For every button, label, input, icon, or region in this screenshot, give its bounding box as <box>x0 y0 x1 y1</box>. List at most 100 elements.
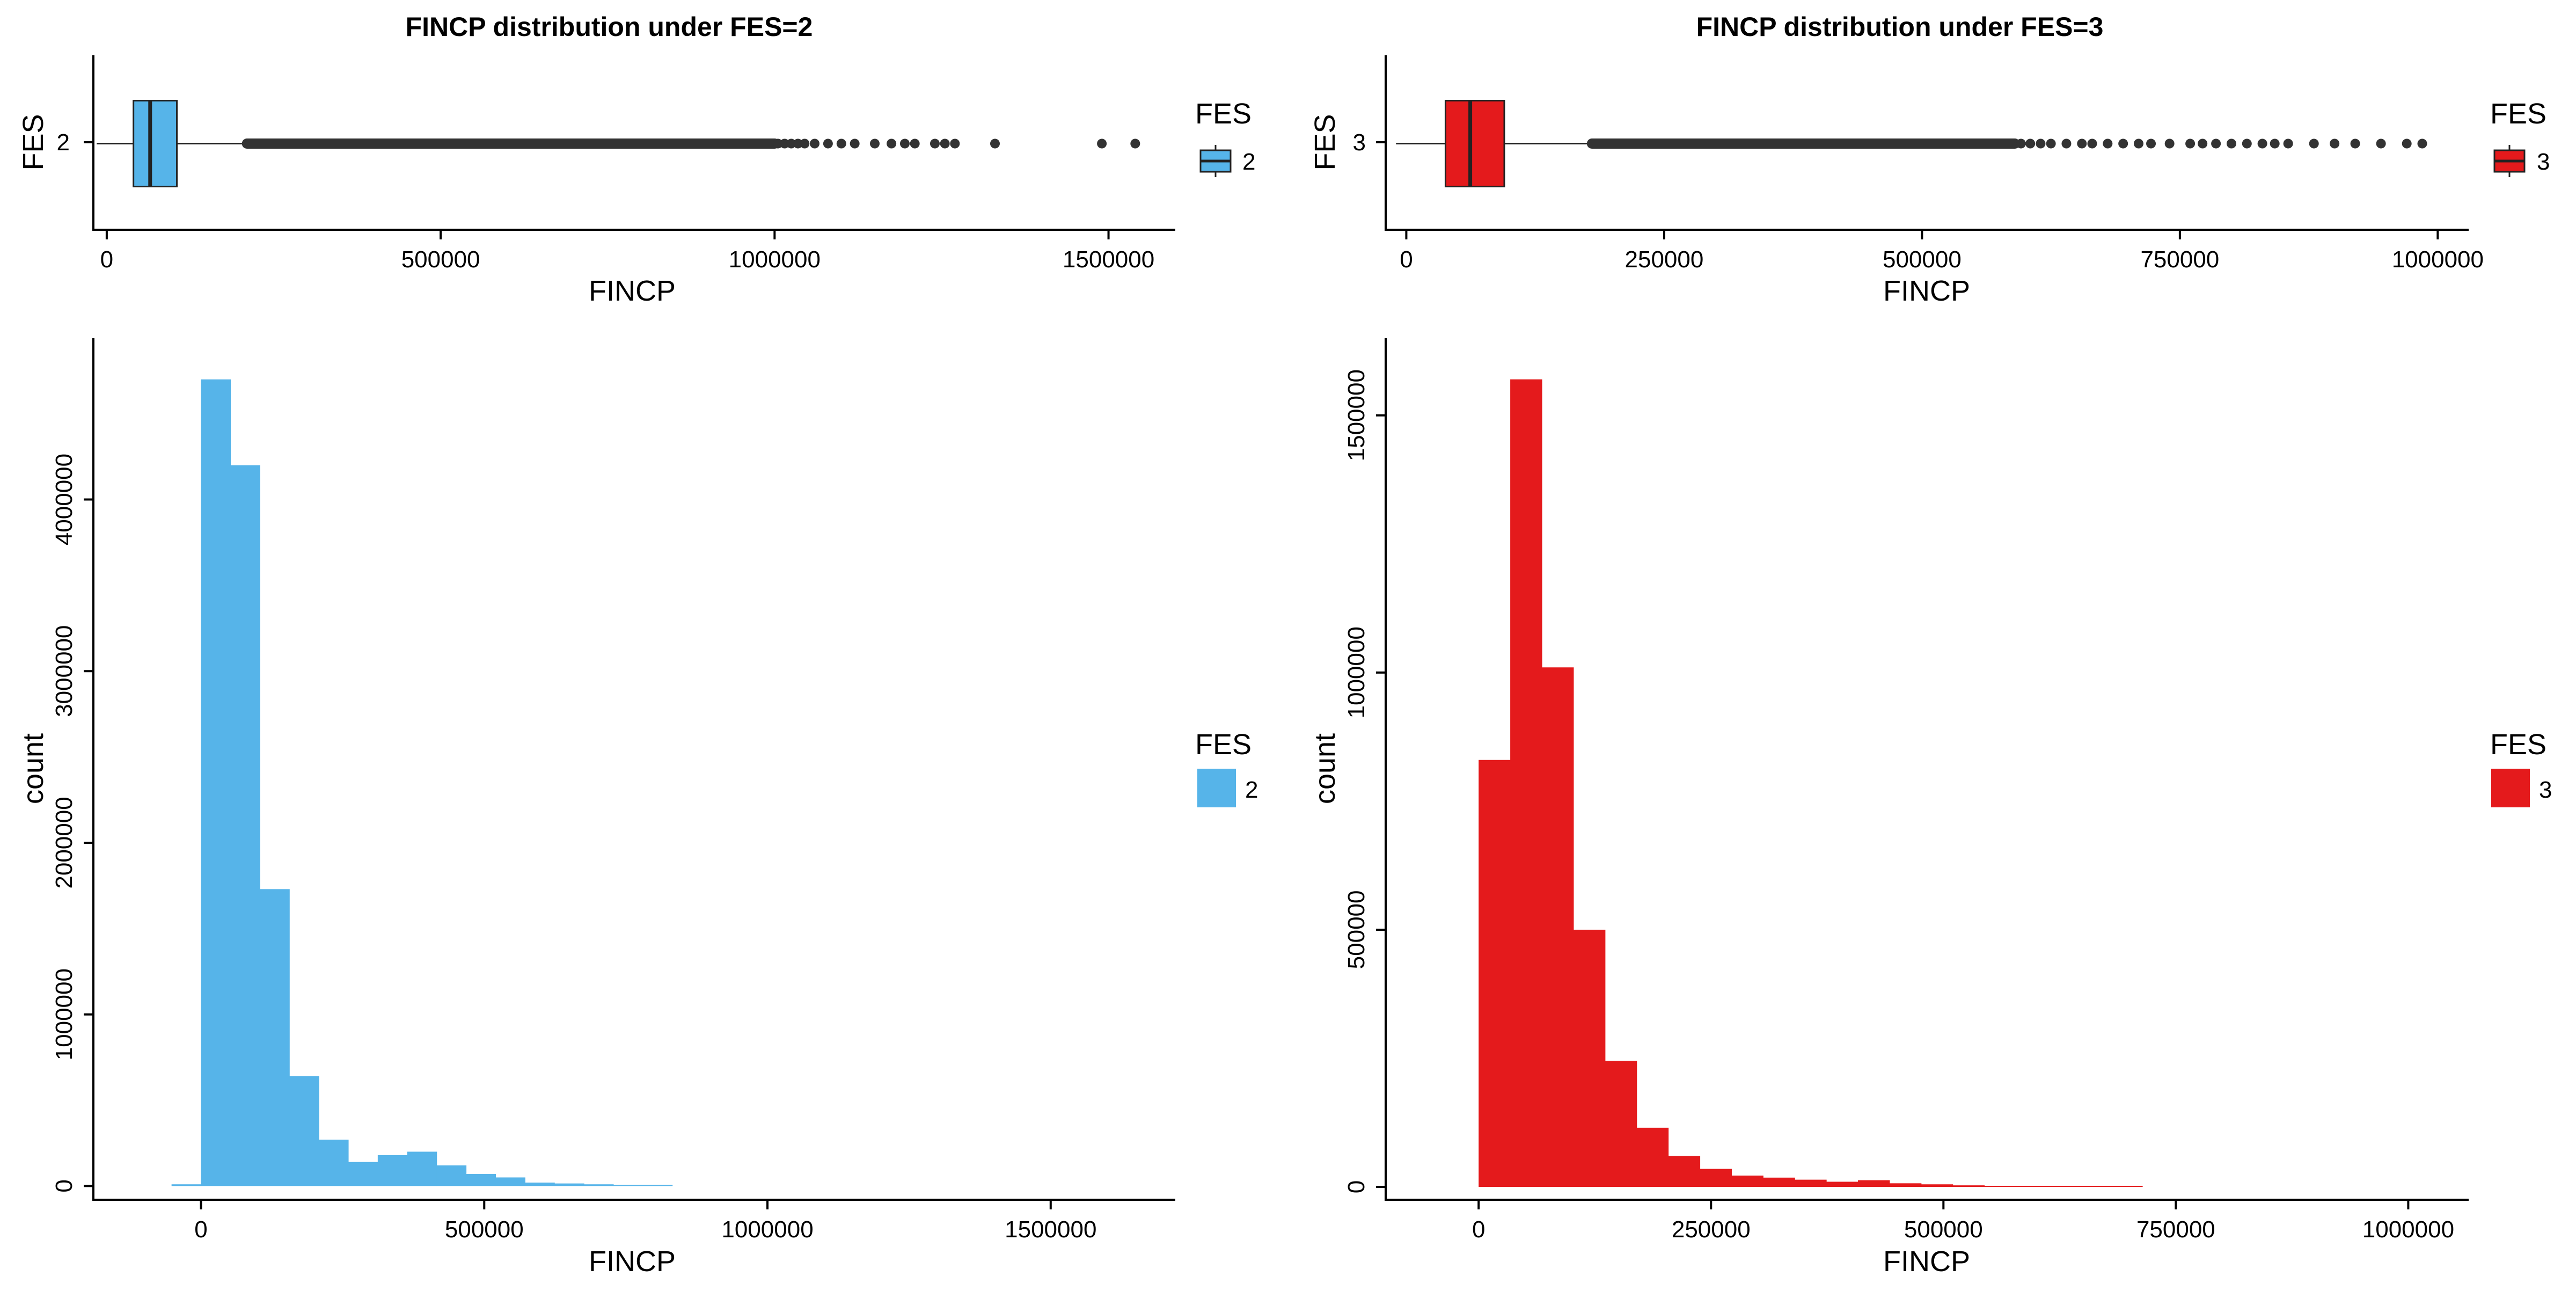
box-fes3-outlier-point <box>2077 138 2087 149</box>
hist-fes3-bar <box>1573 929 1606 1187</box>
box-fes3-outlier-point <box>2211 138 2221 149</box>
histogram-fes3-legend-label: 3 <box>2539 777 2552 803</box>
histogram-fes2-x-ticks: 0 500000 1000000 1500000 <box>194 1200 1096 1243</box>
histogram-fes2-y-axis-title: count <box>17 733 49 804</box>
hist-fes3-bar <box>1700 1169 1732 1187</box>
histogram-fes3-y-axis-title: count <box>1309 733 1341 804</box>
box-fes3-outlier-point <box>2087 138 2097 149</box>
box-fes3-outlier-point <box>2061 138 2072 149</box>
box-fes2-outlier-point <box>1130 138 1140 149</box>
boxplot-fes2-panel: FINCP distribution under FES=2 2 FES FIN… <box>17 12 1255 307</box>
box-fes3-x-tick-label: 250000 <box>1625 246 1704 273</box>
box-fes3-x-tick-label: 750000 <box>2140 246 2219 273</box>
box-fes2-outlier-point <box>810 138 819 149</box>
box-fes2-outlier-point <box>1097 138 1107 149</box>
hist-fes3-bar <box>1731 1175 1763 1187</box>
box-fes2-x-tick-label: 1000000 <box>729 246 821 273</box>
hist-fes3-bar <box>1668 1156 1701 1187</box>
hist-fes3-bar <box>1889 1183 1922 1187</box>
box-fes2-outlier-point <box>887 138 897 149</box>
box-fes2-outlier-point <box>786 138 796 149</box>
hist-fes3-bar <box>2016 1186 2048 1187</box>
hist-fes2-bar <box>289 1076 319 1186</box>
histogram-fes2-legend-label: 2 <box>1245 777 1258 803</box>
hist-fes3-x-tick-label: 750000 <box>2136 1216 2215 1243</box>
boxplot-fes2-legend-title: FES <box>1195 98 1252 130</box>
hist-fes2-bar <box>260 889 290 1186</box>
hist-fes3-x-tick-label: 250000 <box>1672 1216 1751 1243</box>
box-fes2-outlier-point <box>800 138 810 149</box>
box-fes3-outlier-point <box>2118 138 2128 149</box>
hist-fes2-bar <box>348 1162 378 1186</box>
hist-fes2-bar <box>407 1151 437 1186</box>
histogram-fes2-y-ticks: 0 1000000 2000000 3000000 4000000 <box>51 454 93 1193</box>
box-fes2-outlier-point <box>823 138 833 149</box>
box-fes3-outlier-point <box>2164 138 2175 149</box>
histogram-fes2-x-axis-title: FINCP <box>589 1245 676 1278</box>
box-fes2-outlier-point <box>950 138 960 149</box>
boxplot-fes2-x-axis-title: FINCP <box>589 275 676 307</box>
box-fes3-outlier-point <box>2103 138 2113 149</box>
hist-fes2-bar <box>466 1174 496 1186</box>
hist-fes3-bar <box>2047 1186 2080 1187</box>
hist-fes3-x-tick-label: 500000 <box>1904 1216 1983 1243</box>
boxplot-fes2-x-ticks: 0 500000 1000000 1500000 <box>100 230 1154 273</box>
hist-fes3-y-tick-label: 500000 <box>1343 891 1370 969</box>
hist-fes2-y-tick-label: 4000000 <box>51 454 77 545</box>
hist-fes3-bar <box>1795 1179 1827 1187</box>
histogram-fes3-legend-key <box>2491 769 2530 807</box>
hist-fes2-x-tick-label: 0 <box>194 1216 207 1243</box>
hist-fes3-bar <box>1510 379 1542 1187</box>
boxplot-fes3-y-tick-label: 3 <box>1353 129 1366 156</box>
histogram-fes3-bars <box>1479 379 2143 1187</box>
boxplot-fes2-legend-label: 2 <box>1242 149 1255 175</box>
box-fes2-outlier-point <box>900 138 910 149</box>
box-fes3-outlier-point <box>2146 138 2156 149</box>
box-fes2-outlier-point <box>773 138 783 149</box>
box-fes2-x-tick-label: 1500000 <box>1063 246 1154 273</box>
hist-fes3-bar <box>2111 1186 2143 1187</box>
box-fes3-outlier-point <box>2283 138 2293 149</box>
boxplot-fes3-title: FINCP distribution under FES=3 <box>1696 12 2104 42</box>
boxplot-fes3-legend-title: FES <box>2490 98 2546 130</box>
box-fes2-x-tick-label: 0 <box>100 246 113 273</box>
hist-fes2-y-tick-label: 1000000 <box>51 968 77 1060</box>
boxplot-fes3-legend-label: 3 <box>2537 149 2550 175</box>
box-fes3-outlier-point <box>2242 138 2252 149</box>
hist-fes3-bar <box>1857 1180 1890 1187</box>
hist-fes2-bar <box>495 1177 525 1186</box>
hist-fes2-x-tick-label: 1500000 <box>1005 1216 1096 1243</box>
hist-fes3-x-tick-label: 1000000 <box>2362 1216 2454 1243</box>
box-fes3-x-tick-label: 500000 <box>1883 246 1962 273</box>
hist-fes3-y-tick-label: 1000000 <box>1343 626 1370 718</box>
hist-fes3-bar <box>1542 667 1574 1187</box>
hist-fes2-bar <box>554 1183 584 1186</box>
box-fes3-x-tick-label: 1000000 <box>2392 246 2484 273</box>
box-fes3-outlier-point <box>2402 138 2412 149</box>
box-fes3-outlier-point <box>2036 138 2046 149</box>
hist-fes2-y-tick-label: 3000000 <box>51 625 77 717</box>
histogram-fes2-bars <box>171 379 673 1186</box>
box-fes2-outlier-point <box>910 138 920 149</box>
histogram-fes3-legend-title: FES <box>2490 728 2546 761</box>
hist-fes2-bar <box>319 1140 349 1186</box>
box-fes3-outlier-point <box>2350 138 2360 149</box>
boxplot-fes3-marks <box>1396 100 2427 187</box>
hist-fes2-bar <box>230 465 260 1186</box>
box-fes3-outlier-point <box>2330 138 2340 149</box>
boxplot-fes3-panel: FINCP distribution under FES=3 3 FES FIN… <box>1309 12 2550 307</box>
box-fes3-box <box>1444 100 1505 187</box>
boxplot-fes2-y-tick-label: 2 <box>57 129 70 156</box>
box-fes2-outlier-point <box>990 138 1000 149</box>
hist-fes2-x-tick-label: 1000000 <box>721 1216 813 1243</box>
box-fes2-box <box>133 100 178 187</box>
box-fes2-outlier-point <box>850 138 860 149</box>
boxplot-fes2-title: FINCP distribution under FES=2 <box>406 12 813 42</box>
hist-fes2-bar <box>171 1184 202 1186</box>
histogram-fes3-panel: count FINCP 0 250000 500000 750000 1000000 0… <box>1309 338 2552 1278</box>
hist-fes2-bar <box>613 1185 643 1186</box>
hist-fes3-x-tick-label: 0 <box>1472 1216 1485 1243</box>
box-fes2-outlier-point <box>940 138 950 149</box>
boxplot-fes3-x-ticks: 0 250000 500000 750000 1000000 <box>1400 230 2484 273</box>
